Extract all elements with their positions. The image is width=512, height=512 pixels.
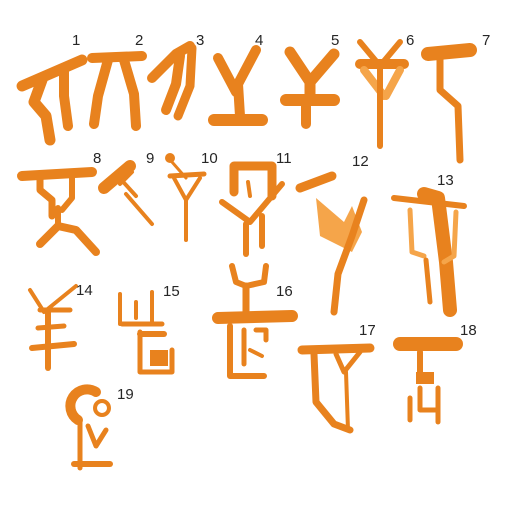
- glyph-9: [98, 160, 154, 226]
- glyph-8: [17, 167, 100, 256]
- label-10: 10: [201, 150, 218, 167]
- glyph-5: [280, 46, 340, 129]
- label-13: 13: [437, 172, 454, 189]
- label-12: 12: [352, 153, 369, 170]
- label-11: 11: [276, 150, 292, 167]
- label-5: 5: [331, 32, 340, 49]
- glyph-14: [28, 284, 78, 371]
- glyph-13: [391, 187, 467, 317]
- label-17: 17: [359, 322, 376, 339]
- label-8: 8: [93, 150, 102, 167]
- glyph-1: [16, 54, 88, 146]
- label-18: 18: [460, 322, 477, 339]
- glyph-3: [147, 41, 197, 121]
- label-4: 4: [255, 32, 264, 49]
- glyph-10: [165, 153, 207, 242]
- glyph-18: [393, 337, 463, 425]
- label-6: 6: [406, 32, 415, 49]
- label-9: 9: [146, 150, 155, 167]
- glyph-11: [219, 161, 285, 257]
- label-3: 3: [196, 32, 205, 49]
- glyph-17: [297, 343, 375, 434]
- glyph-7: [421, 43, 477, 164]
- label-1: 1: [72, 32, 81, 49]
- label-14: 14: [76, 282, 93, 299]
- label-7: 7: [482, 32, 491, 49]
- label-2: 2: [135, 32, 144, 49]
- label-15: 15: [163, 283, 180, 300]
- label-16: 16: [276, 283, 293, 300]
- glyph-12: [295, 171, 368, 316]
- glyph-16: [212, 263, 298, 379]
- glyph-15: [118, 290, 175, 375]
- glyph-4: [208, 45, 268, 126]
- glyph-2: [87, 51, 147, 131]
- glyph-6: [355, 39, 409, 149]
- label-19: 19: [117, 386, 134, 403]
- glyph-19: [65, 384, 113, 471]
